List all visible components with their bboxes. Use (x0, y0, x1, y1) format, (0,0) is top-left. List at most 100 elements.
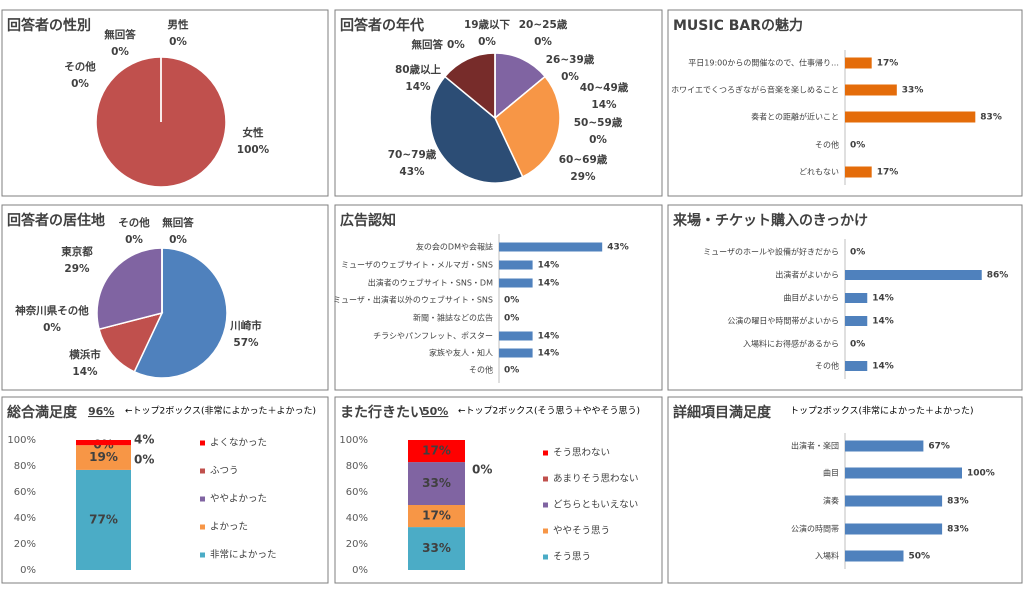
y-tick-label: 80% (346, 461, 368, 472)
pie-slice (443, 52, 496, 120)
chart-title: 総合満足度 (7, 404, 78, 421)
category-label: 出演者のウェブサイト・SNS・DM (368, 278, 493, 288)
slice-value: 0% (111, 46, 129, 58)
bar-segment (408, 462, 465, 505)
slice-label: 無回答 (104, 28, 136, 41)
chart-title: MUSIC BARの魅力 (673, 17, 803, 34)
chart-title: 来場・チケット購入のきっかけ (672, 212, 868, 229)
slice-value: 14% (591, 99, 617, 111)
legend-marker (200, 524, 205, 530)
bar (845, 440, 924, 452)
pie-slice (429, 75, 524, 184)
value-label: 0% (850, 141, 865, 151)
pie-slice (96, 247, 163, 331)
segment-label: 17% (422, 444, 451, 458)
bar (499, 278, 533, 288)
category-label: 演奏 (823, 496, 839, 506)
category-label: 出演者・楽団 (791, 441, 839, 451)
slice-label: 女性 (243, 126, 264, 139)
legend-marker (200, 468, 205, 474)
segment-label: 4% (134, 433, 154, 447)
legend-label: どちらともいえない (553, 500, 638, 511)
legend-label: そう思う (553, 552, 591, 563)
slice-value: 0% (561, 71, 579, 83)
segment-label: 17% (422, 509, 451, 523)
category-label: どれもない (799, 168, 839, 177)
slice-value: 100% (237, 144, 270, 156)
value-label: 14% (538, 332, 560, 342)
y-tick-label: 60% (346, 487, 368, 498)
y-tick-label: 100% (7, 435, 36, 446)
slice-label: 無回答 (162, 216, 194, 229)
slice-value: 0% (478, 36, 496, 48)
bar (845, 84, 897, 96)
legend-marker (543, 476, 548, 482)
bar (845, 467, 962, 479)
value-label: 14% (538, 349, 560, 359)
value-label: 0% (504, 314, 519, 324)
category-label: 公演の時間帯 (791, 524, 839, 534)
y-tick-label: 0% (20, 565, 36, 576)
category-label: ミューザのウェブサイト・メルマガ・SNS (341, 260, 493, 270)
value-label: 83% (947, 497, 969, 507)
value-label: 17% (877, 168, 899, 178)
legend-marker (543, 554, 548, 560)
bar (845, 550, 904, 562)
value-label: 14% (872, 294, 894, 304)
bar (499, 348, 533, 358)
category-label: ホワイエでくつろぎながら音楽を楽しめること (671, 85, 839, 95)
legend-marker (200, 440, 205, 446)
note: トップ2ボックス(非常によかった＋よかった) (790, 405, 973, 417)
slice-label: 男性 (168, 18, 189, 31)
bar (499, 260, 533, 270)
bar (845, 270, 982, 280)
pie-slice (98, 311, 164, 373)
slice-value: 43% (399, 166, 425, 178)
slice-label: 神奈川県その他 (15, 304, 89, 317)
legend-label: ややそう思う (553, 526, 610, 537)
category-label: 曲目 (823, 468, 839, 478)
slice-value: 29% (570, 171, 596, 183)
legend-label: そう思わない (553, 448, 610, 459)
segment-label: 33% (422, 541, 451, 555)
slice-value: 29% (64, 263, 90, 275)
legend-marker (543, 450, 548, 456)
legend-marker (200, 552, 205, 558)
value-label: 0% (504, 366, 519, 376)
slice-value: 0% (169, 36, 187, 48)
value-label: 86% (987, 271, 1009, 281)
slice-value: 0% (589, 134, 607, 146)
value-label: 67% (928, 442, 950, 452)
slice-label: 50~59歳 (574, 116, 623, 129)
slice-value: 0% (125, 234, 143, 246)
value-label: 0% (504, 296, 519, 306)
y-tick-label: 100% (339, 435, 368, 446)
chart-title: 回答者の性別 (7, 17, 91, 34)
value-label: 83% (980, 113, 1002, 123)
category-label: 入場料にお得感があるから (743, 339, 839, 349)
value-label: 17% (877, 59, 899, 69)
slice-label: 横浜市 (69, 348, 101, 361)
y-tick-label: 60% (14, 487, 36, 498)
slice-label: 川崎市 (229, 319, 262, 332)
chart-title: 回答者の居住地 (7, 212, 105, 229)
category-label: ミューザのホールや設備が好きだから (703, 247, 839, 257)
slice-value: 57% (233, 337, 259, 349)
annotation: 96% (88, 405, 114, 418)
slice-value: 0% (169, 234, 187, 246)
chart-title: また行きたい (340, 404, 424, 421)
bar-segment (408, 505, 465, 528)
value-label: 14% (872, 362, 894, 372)
y-tick-label: 80% (14, 461, 36, 472)
slice-label: 70~79歳 (388, 148, 437, 161)
y-tick-label: 40% (14, 513, 36, 524)
slice-label: 19歳以下 (464, 18, 511, 31)
legend-label: ややよかった (210, 494, 267, 505)
slice-value: 14% (405, 81, 431, 93)
category-label: 公演の曜日や時間帯がよいから (727, 316, 839, 326)
slice-label: 60~69歳 (559, 153, 608, 166)
legend-label: ふつう (210, 466, 239, 477)
bar (845, 523, 943, 535)
segment-label: 19% (89, 450, 118, 464)
